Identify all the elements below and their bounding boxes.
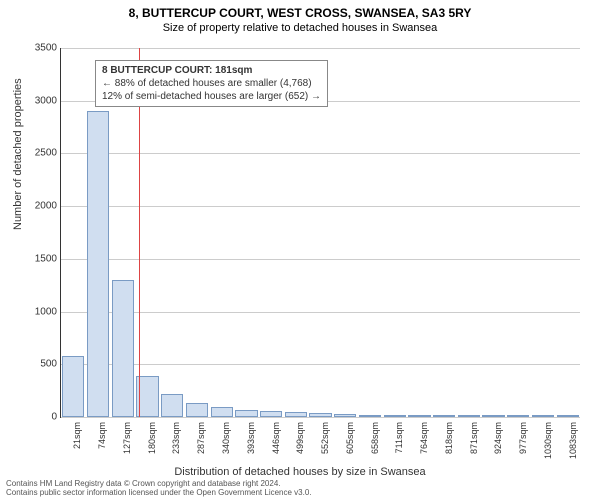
- y-tick-label: 3500: [21, 43, 61, 54]
- bar-slot: [432, 48, 457, 417]
- x-tick-label: 871sqm: [469, 422, 479, 454]
- x-tick-label: 393sqm: [246, 422, 256, 454]
- bar: [285, 412, 307, 417]
- x-tick-slot: 287sqm: [184, 418, 209, 468]
- x-tick-slot: 711sqm: [382, 418, 407, 468]
- x-tick-label: 340sqm: [221, 422, 231, 454]
- x-tick-label: 1083sqm: [568, 422, 578, 459]
- x-tick-label: 924sqm: [493, 422, 503, 454]
- y-tick-label: 1000: [21, 306, 61, 317]
- x-tick-label: 499sqm: [295, 422, 305, 454]
- y-tick-label: 2000: [21, 201, 61, 212]
- x-tick-slot: 499sqm: [283, 418, 308, 468]
- bar: [235, 410, 257, 417]
- x-tick-label: 552sqm: [320, 422, 330, 454]
- bar-slot: [61, 48, 86, 417]
- x-tick-label: 1030sqm: [543, 422, 553, 459]
- main-title: 8, BUTTERCUP COURT, WEST CROSS, SWANSEA,…: [0, 6, 600, 20]
- bar: [458, 415, 480, 417]
- x-tick-slot: 818sqm: [431, 418, 456, 468]
- x-tick-slot: 340sqm: [209, 418, 234, 468]
- footer: Contains HM Land Registry data © Crown c…: [6, 480, 312, 498]
- x-tick-slot: 605sqm: [332, 418, 357, 468]
- y-tick-label: 3000: [21, 95, 61, 106]
- sub-title: Size of property relative to detached ho…: [0, 22, 600, 34]
- footer-line2: Contains public sector information licen…: [6, 489, 312, 498]
- y-tick-label: 500: [21, 359, 61, 370]
- x-tick-label: 180sqm: [147, 422, 157, 454]
- bar: [384, 415, 406, 417]
- x-tick-slot: 658sqm: [357, 418, 382, 468]
- x-tick-slot: 977sqm: [506, 418, 531, 468]
- bar: [532, 415, 554, 417]
- x-tick-label: 658sqm: [370, 422, 380, 454]
- x-tick-label: 605sqm: [345, 422, 355, 454]
- x-tick-slot: 233sqm: [159, 418, 184, 468]
- x-tick-label: 711sqm: [394, 422, 404, 453]
- x-tick-label: 818sqm: [444, 422, 454, 454]
- x-ticks: 21sqm 74sqm 127sqm 180sqm 233sqm 287sqm 340sqm…: [60, 418, 580, 468]
- bar: [482, 415, 504, 417]
- x-tick-slot: 127sqm: [110, 418, 135, 468]
- x-tick-label: 21sqm: [72, 422, 82, 449]
- x-tick-slot: 764sqm: [407, 418, 432, 468]
- bar-slot: [407, 48, 432, 417]
- x-tick-label: 446sqm: [271, 422, 281, 454]
- x-tick-slot: 924sqm: [481, 418, 506, 468]
- bar: [309, 413, 331, 417]
- x-tick-slot: 446sqm: [258, 418, 283, 468]
- x-tick-label: 127sqm: [122, 422, 132, 454]
- x-tick-slot: 1083sqm: [555, 418, 580, 468]
- x-tick-slot: 180sqm: [134, 418, 159, 468]
- x-tick-slot: 552sqm: [308, 418, 333, 468]
- bar: [260, 411, 282, 417]
- bar: [433, 415, 455, 417]
- bar: [408, 415, 430, 417]
- bar: [112, 280, 134, 417]
- y-tick-label: 1500: [21, 253, 61, 264]
- x-tick-label: 977sqm: [518, 422, 528, 454]
- bar: [359, 415, 381, 417]
- bar-slot: [555, 48, 580, 417]
- x-tick-label: 233sqm: [171, 422, 181, 454]
- info-box-line2: 12% of semi-detached houses are larger (…: [102, 90, 321, 103]
- x-tick-label: 287sqm: [196, 422, 206, 454]
- x-tick-slot: 74sqm: [85, 418, 110, 468]
- bar: [507, 415, 529, 417]
- bar: [334, 414, 356, 417]
- y-tick-label: 2500: [21, 148, 61, 159]
- bar: [161, 394, 183, 417]
- bar-slot: [333, 48, 358, 417]
- x-tick-label: 764sqm: [419, 422, 429, 454]
- y-tick-label: 0: [21, 412, 61, 423]
- x-axis-label: Distribution of detached houses by size …: [0, 466, 600, 478]
- x-tick-slot: 21sqm: [60, 418, 85, 468]
- x-tick-slot: 393sqm: [233, 418, 258, 468]
- bar: [87, 111, 109, 417]
- bar: [186, 403, 208, 417]
- x-tick-label: 74sqm: [97, 422, 107, 449]
- bar-slot: [506, 48, 531, 417]
- bar: [62, 356, 84, 417]
- bar-slot: [481, 48, 506, 417]
- x-tick-slot: 1030sqm: [531, 418, 556, 468]
- bar-slot: [358, 48, 383, 417]
- info-box-header: 8 BUTTERCUP COURT: 181sqm: [102, 64, 321, 77]
- bar-slot: [457, 48, 482, 417]
- bar-slot: [382, 48, 407, 417]
- info-box-line1: ← 88% of detached houses are smaller (4,…: [102, 77, 321, 90]
- title-block: 8, BUTTERCUP COURT, WEST CROSS, SWANSEA,…: [0, 0, 600, 34]
- bar: [557, 415, 579, 417]
- x-tick-slot: 871sqm: [456, 418, 481, 468]
- info-box: 8 BUTTERCUP COURT: 181sqm ← 88% of detac…: [95, 60, 328, 107]
- bar-slot: [531, 48, 556, 417]
- bar: [211, 407, 233, 417]
